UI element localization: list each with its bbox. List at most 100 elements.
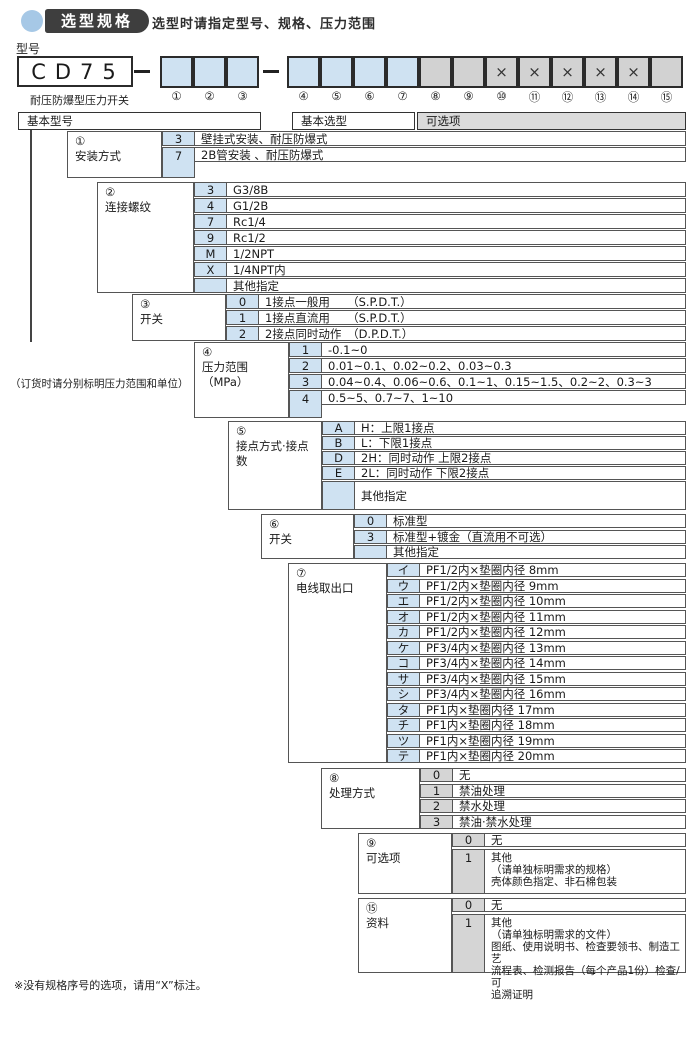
desc-cell: H：上限1接点 [354,421,686,435]
model-code-box: × [551,56,584,88]
code-cell: 1 [226,310,259,325]
group-name: 开关 [269,532,292,546]
desc-cell: Rc1/2 [226,230,686,245]
group-number: ⑤ [236,424,247,438]
model-code-box [419,56,452,88]
desc-cell: 2H：同时动作 上限2接点 [354,451,686,465]
pressure-order-note: （订货时请分别标明压力范围和单位） [10,378,189,390]
footnote: ※没有规格序号的选项，请用“X”标注。 [14,979,207,992]
model-code-box [386,56,419,88]
code-cell: シ [387,687,420,701]
spec-group-g6: ⑥ 开关 0 标准型 3 标准型+镀金（直流用不可选） 其他指定 [261,514,686,559]
code-cell: 9 [194,230,227,245]
group-number: ② [105,185,116,199]
code-cell: A [322,421,355,435]
code-cell [194,278,227,293]
code-cell: 3 [162,131,195,146]
group-name: 接点方式·接点数 [236,439,309,468]
group-number: ③ [140,297,151,311]
code-cell: B [322,436,355,450]
desc-cell: G1/2B [226,198,686,213]
code-cell: 0 [420,768,453,782]
code-cell: 4 [194,198,227,213]
code-cell: D [322,451,355,465]
code-cell: 3 [194,182,227,197]
group-label: ⑮ 资料 [358,898,452,973]
code-cell: オ [387,610,420,624]
group-number: ⑧ [329,771,340,785]
model-code-box [226,56,259,88]
group-label: ⑨ 可选项 [358,833,452,894]
desc-cell: PF3/4内×垫圈内径 15mm [419,672,686,686]
code-cell: 3 [289,374,322,389]
desc-cell: 标准型+镀金（直流用不可选） [386,530,686,544]
desc-cell: 其他 （请单独标明需求的规格） 壳体颜色指定、非石棉包装 [484,849,686,894]
code-cell: ツ [387,734,420,748]
model-code-box: × [518,56,551,88]
code-cell: 4 [289,390,322,418]
spec-group-g9: ⑨ 可选项 0 无 1 其他 （请单独标明需求的规格） 壳体颜色指定、非石棉包装 [358,833,686,894]
code-cell: カ [387,625,420,639]
dash-separator [263,70,279,73]
code-cell: 0 [226,294,259,309]
desc-cell: 禁油处理 [452,784,686,798]
code-cell: ウ [387,579,420,593]
bar-optional: 可选项 [417,112,686,130]
section-subtitle: 选型时请指定型号、规格、压力范围 [152,17,377,32]
code-cell: X [194,262,227,277]
group-label: ⑤ 接点方式·接点数 [228,421,322,510]
desc-cell: 0.5~5、0.7~7、1~10 [321,390,686,405]
digit-index: ⑧ [430,89,441,103]
group-label: ③ 开关 [132,294,226,341]
digit-index: ⑪ [528,90,541,104]
model-code-box [650,56,683,88]
group-label: ⑧ 处理方式 [321,768,420,829]
digit-index: ⑥ [364,89,375,103]
digit-index: ① [171,89,182,103]
model-code-box [353,56,386,88]
group-name: 处理方式 [329,786,375,800]
code-cell: 2 [226,326,259,341]
code-cell: 0 [354,514,387,528]
model-code-box: × [485,56,518,88]
code-cell: 1 [289,342,322,357]
digit-index-row-1-3: ① ② ③ [160,89,259,103]
spec-group-g8: ⑧ 处理方式 0 无 1 禁油处理 2 禁水处理 3 禁油·禁水处理 [321,768,686,829]
model-code-box: × [617,56,650,88]
desc-cell: 壁挂式安装、耐压防爆式 [194,131,686,146]
desc-cell: 无 [484,833,686,847]
desc-cell: PF3/4内×垫圈内径 16mm [419,687,686,701]
desc-cell: PF3/4内×垫圈内径 14mm [419,656,686,670]
model-code-box: × [584,56,617,88]
desc-cell: 禁水处理 [452,799,686,813]
code-cell: 1 [452,849,485,894]
model-code-box [287,56,320,88]
code-cell: 3 [420,815,453,829]
dash-separator [134,70,150,73]
group-number: ④ [202,345,213,359]
code-cell: サ [387,672,420,686]
desc-cell: 1/2NPT [226,246,686,261]
code-cell: 2 [420,799,453,813]
code-cell: ケ [387,641,420,655]
badge-circle-icon [21,10,43,32]
desc-cell: 0.04~0.4、0.06~0.6、0.1~1、0.15~1.5、0.2~2、0… [321,374,686,389]
desc-cell: PF1内×垫圈内径 19mm [419,734,686,748]
model-code-box [160,56,193,88]
section-title-badge: 选型规格 [45,9,150,33]
digit-index: ② [204,89,215,103]
desc-cell: 其他指定 [226,278,686,293]
code-cell: E [322,466,355,480]
code-cell [322,481,355,510]
desc-cell: 标准型 [386,514,686,528]
group-label: ① 安装方式 [67,131,162,178]
code-cell: エ [387,594,420,608]
desc-cell: PF1/2内×垫圈内径 12mm [419,625,686,639]
group-label: ④ 压力范围（MPa） [194,342,289,418]
code-cell: 0 [452,898,485,912]
model-caption: 耐压防爆型压力开关 [30,94,129,107]
group-number: ⑨ [366,836,377,850]
desc-cell: PF1/2内×垫圈内径 11mm [419,610,686,624]
digit-index: ⑨ [463,89,474,103]
desc-cell: PF1/2内×垫圈内径 8mm [419,563,686,577]
